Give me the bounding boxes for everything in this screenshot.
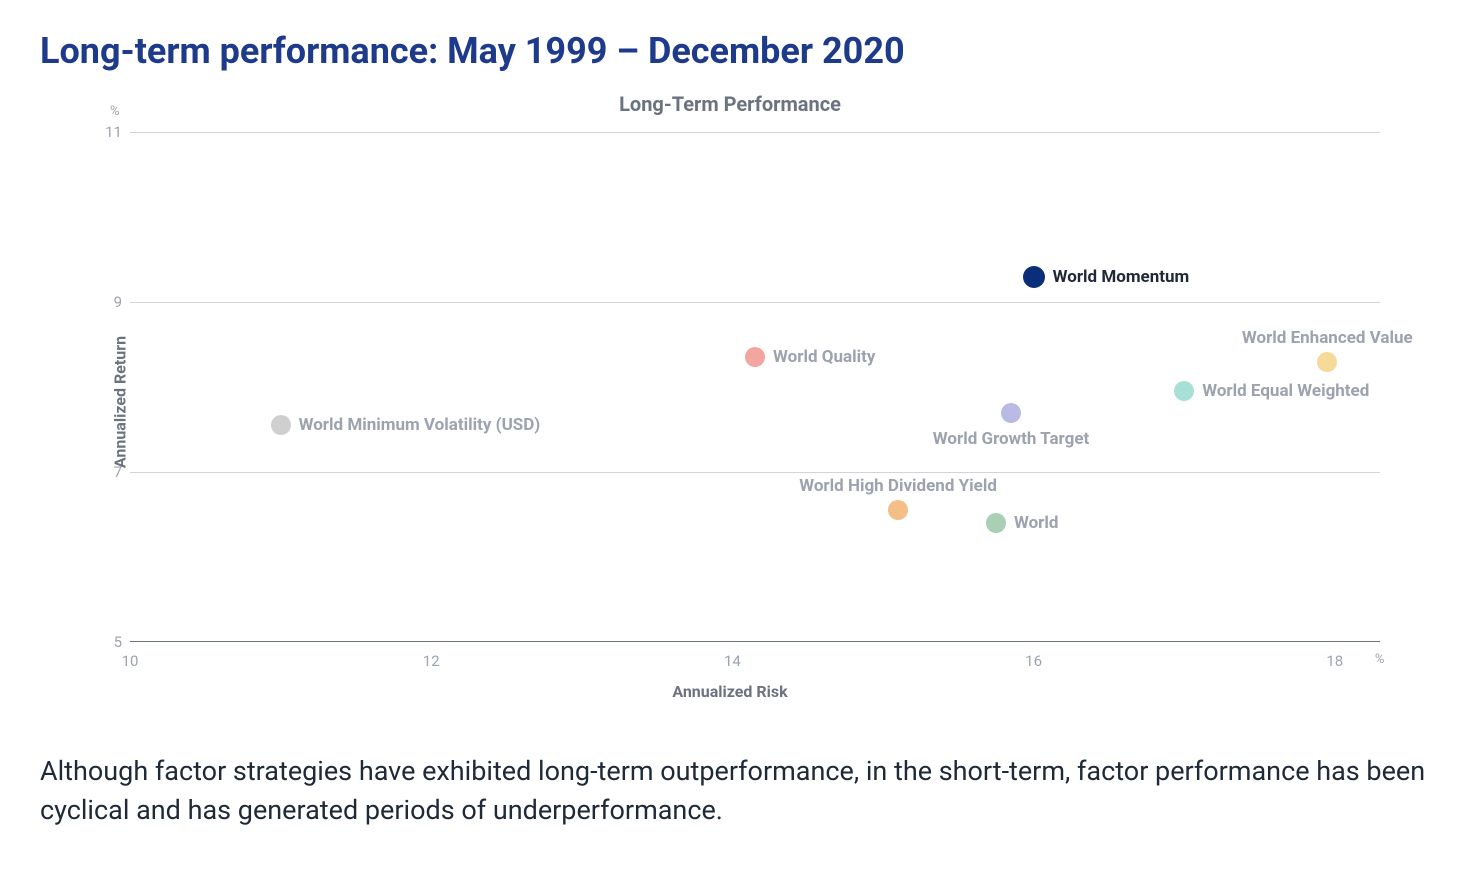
x-axis-unit: % xyxy=(1375,652,1385,667)
y-axis-unit: % xyxy=(110,104,120,119)
y-tick-label: 11 xyxy=(105,123,122,141)
data-point-label: World Momentum xyxy=(1053,267,1190,287)
x-tick-label: 18 xyxy=(1326,652,1343,670)
data-point xyxy=(271,415,291,435)
y-tick-label: 7 xyxy=(114,463,122,481)
data-point-label: World High Dividend Yield xyxy=(799,476,997,496)
y-tick-label: 9 xyxy=(114,293,122,311)
x-tick-label: 10 xyxy=(122,652,139,670)
page-title: Long-term performance: May 1999 – Decemb… xyxy=(40,30,1442,72)
data-point-label: World Equal Weighted xyxy=(1202,381,1369,401)
gridline xyxy=(130,472,1380,473)
gridline xyxy=(130,132,1380,133)
y-tick-label: 5 xyxy=(114,633,122,651)
data-point-label: World Growth Target xyxy=(933,429,1090,449)
data-point-label: World xyxy=(1014,513,1059,533)
data-point-label: World Enhanced Value xyxy=(1242,328,1413,348)
chart-title: Long-Term Performance xyxy=(40,92,1420,116)
data-point xyxy=(1174,381,1194,401)
x-axis-line xyxy=(130,641,1380,642)
caption-text: Although factor strategies have exhibite… xyxy=(40,752,1442,830)
x-tick-label: 12 xyxy=(423,652,440,670)
data-point xyxy=(1317,352,1337,372)
data-point xyxy=(986,513,1006,533)
data-point xyxy=(888,500,908,520)
data-point-label: World Minimum Volatility (USD) xyxy=(299,415,541,435)
y-axis-label: Annualized Return xyxy=(111,336,130,468)
data-point xyxy=(1023,266,1045,288)
data-point xyxy=(745,347,765,367)
plot-area: 579111012141618World Minimum Volatility … xyxy=(130,132,1380,642)
x-axis-label: Annualized Risk xyxy=(40,682,1420,701)
scatter-chart: Long-Term Performance % Annualized Retur… xyxy=(40,92,1420,712)
x-tick-label: 16 xyxy=(1025,652,1042,670)
data-point xyxy=(1001,403,1021,423)
data-point-label: World Quality xyxy=(773,347,875,367)
gridline xyxy=(130,302,1380,303)
x-tick-label: 14 xyxy=(724,652,741,670)
